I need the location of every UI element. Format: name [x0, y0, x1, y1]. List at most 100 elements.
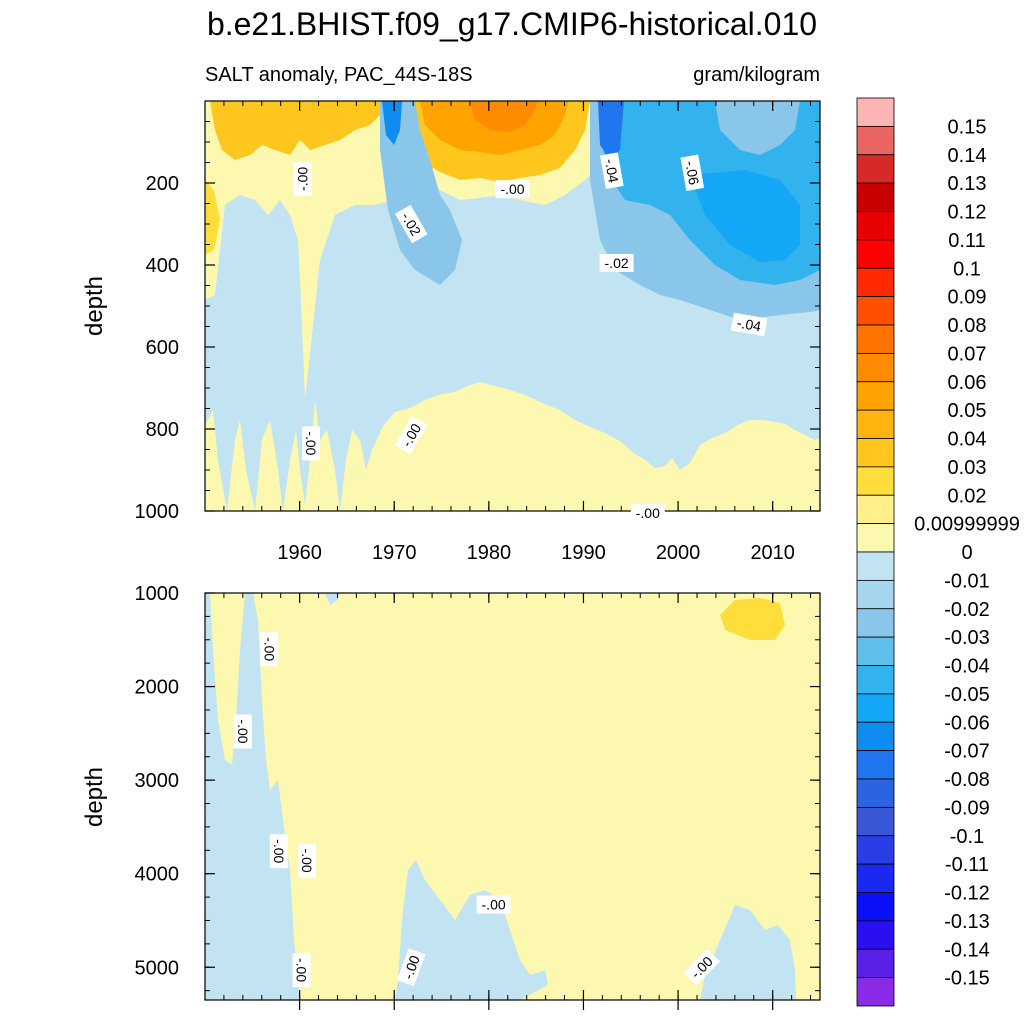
- colorbar-label: -0.14: [944, 939, 990, 961]
- colorbar-swatch: [856, 948, 895, 979]
- x-tick-label: 1980: [467, 542, 512, 564]
- colorbar-label: 0.04: [948, 429, 987, 451]
- colorbar: 0.15 0.14 0.13 0.12 0.11 0.1 0.09 0.08 0.07 0.06 0…: [856, 97, 1020, 1007]
- colorbar-label: 0.15: [948, 116, 987, 138]
- contour-label-box: [476, 895, 511, 914]
- colorbar-swatch: [856, 608, 895, 638]
- y-tick-label: 1000: [135, 583, 180, 605]
- y-tick-label: 1000: [135, 501, 180, 523]
- contour-label: -.00: [298, 843, 317, 878]
- contour-label-box: [292, 953, 311, 988]
- contour-label: -.00: [396, 948, 426, 987]
- upper-negative-column-1979: [382, 101, 402, 145]
- colorbar-label: -0.11: [945, 854, 989, 876]
- upper-surface-warm-peak: [470, 101, 538, 132]
- x-tick-label: 1990: [561, 542, 606, 564]
- colorbar-label: -0.13: [944, 911, 990, 933]
- y-tick-label: 600: [146, 337, 179, 359]
- colorbar-label: 0: [961, 542, 972, 564]
- contour-label-text: -.04: [736, 314, 763, 334]
- contour-label: -.04: [730, 312, 768, 337]
- contour-label-box: [730, 312, 768, 337]
- contour-label: -.00: [301, 426, 320, 461]
- x-tick-label: 1970: [372, 542, 417, 564]
- colorbar-swatch: [856, 296, 895, 326]
- colorbar-swatch: [856, 892, 895, 922]
- y-tick-label: 400: [146, 255, 179, 277]
- left-subtitle: SALT anomaly, PAC_44S-18S: [205, 64, 473, 86]
- contour-label-box: [600, 152, 624, 190]
- contour-label-box: [298, 843, 317, 878]
- colorbar-label: 0.05: [948, 400, 987, 422]
- contour-label-text: -.00: [294, 167, 310, 191]
- colorbar-swatch: [856, 409, 895, 439]
- contour-label: -.00: [233, 714, 252, 749]
- lower-negative-thin-column: [325, 593, 340, 605]
- colorbar-swatch: [856, 920, 895, 950]
- colorbar-label: 0.06: [948, 372, 987, 394]
- upper-negative-column-1991: [598, 101, 624, 160]
- colorbar-label: -0.07: [944, 741, 990, 763]
- colorbar-swatch: [856, 125, 895, 156]
- colorbar-label: 0.1: [953, 258, 981, 280]
- colorbar-swatch: [856, 466, 895, 496]
- colorbar-swatch: [856, 352, 895, 383]
- y-tick-label: 4000: [135, 864, 180, 886]
- contour-label-box: [233, 714, 252, 749]
- lower-background: [205, 593, 820, 1000]
- contour-label: -.00: [495, 180, 530, 199]
- colorbar-swatch: [856, 806, 895, 837]
- contour-label: -.02: [599, 253, 634, 272]
- contour-label: -.00: [293, 161, 312, 196]
- lower-plot-frame: [204, 592, 821, 1001]
- contour-label-text: -.00: [400, 953, 423, 981]
- contour-label-text: -.00: [636, 505, 660, 521]
- contour-label-text: -.00: [271, 839, 287, 863]
- colorbar-label: 0.00999999: [914, 514, 1020, 536]
- colorbar-swatch: [856, 551, 895, 581]
- colorbar-label: -0.04: [944, 656, 990, 678]
- colorbar-swatch: [856, 750, 895, 780]
- contour-label: -.00: [476, 895, 511, 914]
- colorbar-label: 0.07: [948, 343, 987, 365]
- contour-label: -.00: [269, 834, 288, 869]
- colorbar-label: 0.13: [948, 173, 987, 195]
- contour-label: -.04: [600, 152, 624, 190]
- colorbar-label: -0.06: [944, 712, 990, 734]
- colorbar-label: -0.03: [944, 627, 990, 649]
- colorbar-label: 0.09: [948, 287, 987, 309]
- colorbar-swatch: [856, 977, 895, 1007]
- colorbar-label: -0.1: [950, 826, 984, 848]
- colorbar-swatch: [856, 239, 895, 269]
- colorbar-label: -0.08: [944, 769, 990, 791]
- colorbar-label: 0.08: [948, 315, 987, 337]
- colorbar-swatch: [856, 778, 895, 808]
- x-tick-label: 2000: [656, 542, 701, 564]
- colorbar-swatch: [856, 693, 895, 723]
- contour-label-text: -.00: [500, 181, 524, 197]
- contour-label-box: [495, 180, 530, 199]
- colorbar-swatch: [856, 523, 895, 553]
- y-tick-label: 800: [146, 419, 179, 441]
- colorbar-swatch: [856, 579, 895, 610]
- chart-title: b.e21.BHIST.f09_g17.CMIP6-historical.010: [207, 6, 817, 42]
- colorbar-swatch: [856, 665, 895, 695]
- upper-negative-tongue-1: [380, 101, 462, 285]
- lower-negative-left-column: [205, 593, 300, 1000]
- contour-label-text: -.00: [235, 719, 251, 743]
- colorbar-label: -0.12: [944, 883, 990, 905]
- contour-label-box: [683, 948, 721, 986]
- contour-label-box: [396, 948, 426, 987]
- colorbar-swatch: [856, 154, 895, 184]
- colorbar-label: -0.05: [944, 684, 990, 706]
- colorbar-swatch: [856, 324, 895, 354]
- contour-label-box: [301, 426, 320, 461]
- colorbar-label: -0.01: [944, 570, 990, 592]
- colorbar-label: 0.02: [948, 485, 987, 507]
- contour-label: -.00: [292, 953, 311, 988]
- lower-negative-deep-blob-1: [395, 860, 548, 1000]
- colorbar-label: 0.12: [948, 202, 987, 224]
- y-tick-label: 3000: [135, 770, 180, 792]
- colorbar-swatch: [856, 211, 895, 241]
